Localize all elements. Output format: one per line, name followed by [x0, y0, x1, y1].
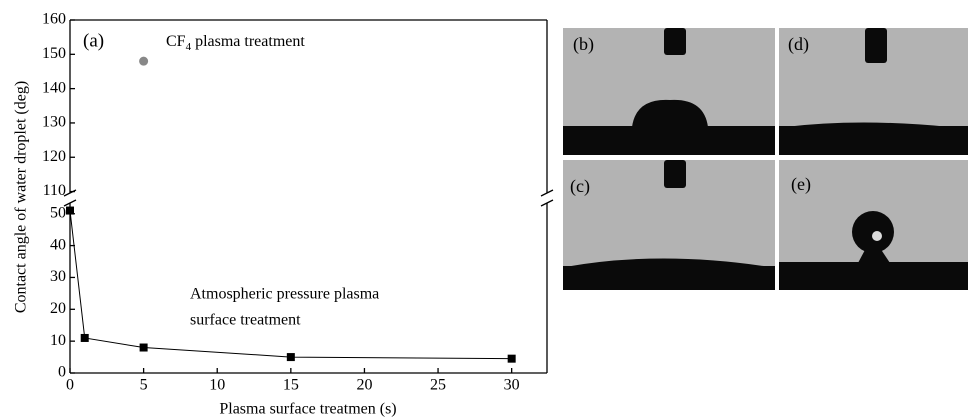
annotation: CF4 plasma treatment [166, 33, 305, 53]
marker [287, 353, 295, 361]
x-tick-label: 30 [504, 377, 520, 394]
y-tick-label: 140 [42, 79, 66, 96]
y-axis-title: Contact angle of water droplet (deg) [13, 81, 30, 313]
annotation-part: plasma treatment [191, 33, 305, 50]
x-tick-label: 15 [283, 377, 299, 394]
y-tick-label: 0 [58, 364, 66, 381]
photo-b [563, 28, 775, 155]
photo-c [563, 160, 775, 290]
photo-label: (e) [791, 174, 811, 195]
x-tick-label: 25 [430, 377, 446, 394]
annotation: surface treatment [190, 312, 301, 329]
annotation-part: CF [166, 33, 186, 50]
photo-label: (b) [573, 34, 594, 55]
x-tick-label: 5 [140, 377, 148, 394]
y-tick-label: 150 [42, 45, 66, 62]
panel-label: (a) [83, 30, 104, 51]
x-tick-label: 0 [66, 377, 74, 394]
y-tick-label: 10 [50, 332, 66, 349]
photo-label: (c) [570, 176, 590, 197]
x-axis-title: Plasma surface treatmen (s) [219, 401, 396, 418]
line [70, 211, 512, 359]
y-tick-label: 110 [43, 182, 66, 199]
x-tick-label: 10 [209, 377, 225, 394]
y-tick-label: 40 [50, 236, 66, 253]
marker [81, 334, 89, 342]
figure: (b) (c) (d) (e) (a) CF4 plasma treatment… [0, 0, 968, 419]
marker [140, 344, 148, 352]
y-tick-label: 130 [42, 114, 66, 131]
y-tick-label: 160 [42, 11, 66, 28]
y-tick-label: 30 [50, 268, 66, 285]
y-tick-label: 50 [50, 204, 66, 221]
marker [66, 207, 74, 215]
y-tick-label: 120 [42, 148, 66, 165]
x-tick-label: 20 [356, 377, 372, 394]
marker [508, 355, 516, 363]
marker [139, 57, 148, 66]
annotation: Atmospheric pressure plasma [190, 286, 379, 303]
photo-label: (d) [788, 34, 809, 55]
y-tick-label: 20 [50, 300, 66, 317]
